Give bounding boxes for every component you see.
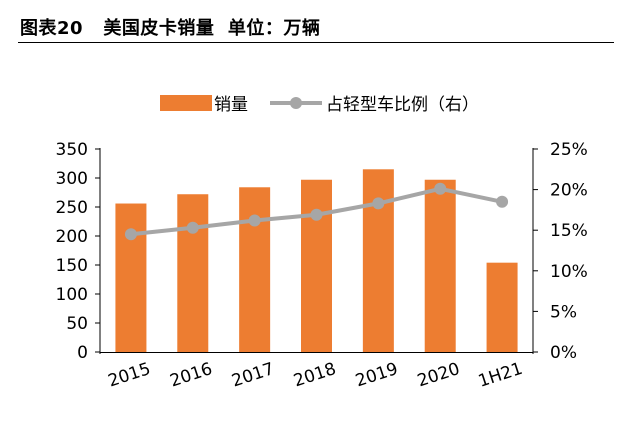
- x-tick-label: 2020: [415, 359, 462, 391]
- ratio-point-1H21: [496, 195, 509, 208]
- right-y-tick-label: 15%: [550, 221, 588, 241]
- bar-2018: [301, 179, 332, 352]
- legend-label-ratio: 占轻型车比例（右）: [326, 95, 479, 115]
- ratio-point-2020: [434, 182, 447, 195]
- bar-series: [115, 169, 518, 352]
- x-tick-label: 2016: [168, 359, 215, 391]
- ratio-point-2015: [124, 228, 137, 241]
- left-y-tick-label: 300: [56, 169, 88, 189]
- bar-2016: [177, 194, 209, 352]
- left-y-tick-label: 50: [66, 314, 88, 334]
- ratio-point-2019: [372, 197, 385, 210]
- legend: 销量 占轻型车比例（右）: [160, 95, 479, 115]
- ratio-point-2016: [186, 221, 199, 234]
- left-y-tick-label: 150: [56, 256, 88, 276]
- right-y-tick-label: 5%: [550, 302, 577, 322]
- bar-2019: [362, 169, 394, 352]
- x-tick-label: 2017: [229, 359, 276, 391]
- left-y-tick-label: 200: [56, 227, 88, 247]
- x-tick-label: 2018: [291, 359, 338, 391]
- right-y-tick-label: 10%: [550, 262, 588, 282]
- bar-2017: [239, 187, 271, 352]
- left-y-tick-label: 0: [77, 343, 88, 363]
- left-y-ticks: 0 50 100 150 200 250 300 350: [56, 140, 100, 363]
- bar-2020: [424, 179, 456, 352]
- figure-title: 图表20 美国皮卡销量 单位：万辆: [20, 18, 321, 39]
- left-y-tick-label: 250: [56, 198, 88, 218]
- right-y-tick-label: 20%: [550, 181, 588, 201]
- legend-swatch-marker: [290, 97, 302, 109]
- left-y-tick-label: 350: [56, 140, 88, 160]
- right-y-tick-label: 25%: [550, 140, 588, 160]
- bar-1H21: [486, 262, 518, 352]
- bar-2015: [115, 203, 147, 352]
- legend-label-sales: 销量: [214, 95, 248, 115]
- right-y-ticks: 0% 5% 10% 15% 20% 25%: [533, 140, 588, 363]
- x-tick-label: 2015: [106, 359, 153, 391]
- figure-header: 图表20 美国皮卡销量 单位：万辆: [18, 8, 614, 43]
- x-tick-label: 2019: [353, 359, 400, 391]
- ratio-point-2017: [248, 214, 261, 227]
- legend-swatch-bar: [160, 95, 212, 111]
- axes: [99, 148, 534, 354]
- left-y-tick-label: 100: [56, 285, 88, 305]
- ratio-point-2018: [310, 208, 323, 221]
- x-tick-label: 1H21: [476, 359, 525, 392]
- x-ticks: 2015 2016 2017 2018 2019 2020 1H21: [106, 359, 525, 392]
- right-y-tick-label: 0%: [550, 343, 577, 363]
- line-series: [124, 182, 509, 241]
